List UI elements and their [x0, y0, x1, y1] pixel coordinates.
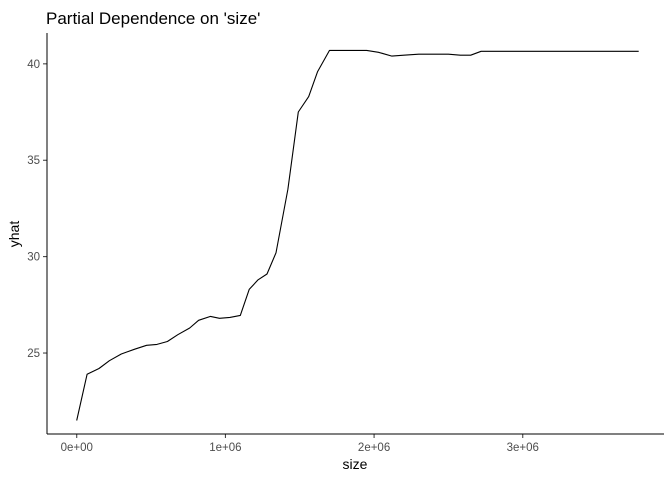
- y-tick-label: 40: [27, 59, 40, 71]
- y-tick-label: 25: [27, 348, 40, 360]
- y-tick-label: 30: [27, 252, 40, 264]
- x-axis-ticks: 0e+00 1e+06 2e+06 3e+06: [61, 434, 539, 454]
- series-line-yhat: [76, 49, 639, 421]
- chart-title: Partial Dependence on 'size': [46, 9, 260, 28]
- y-axis-ticks: 25 30 35 40: [27, 59, 47, 360]
- x-tick-label: 0e+00: [61, 442, 93, 454]
- y-tick-label: 35: [27, 155, 40, 167]
- x-axis-title: size: [343, 456, 368, 472]
- x-tick-label: 3e+06: [507, 442, 539, 454]
- y-axis-title: yhat: [6, 221, 22, 248]
- x-tick-label: 2e+06: [358, 442, 390, 454]
- x-tick-label: 1e+06: [209, 442, 241, 454]
